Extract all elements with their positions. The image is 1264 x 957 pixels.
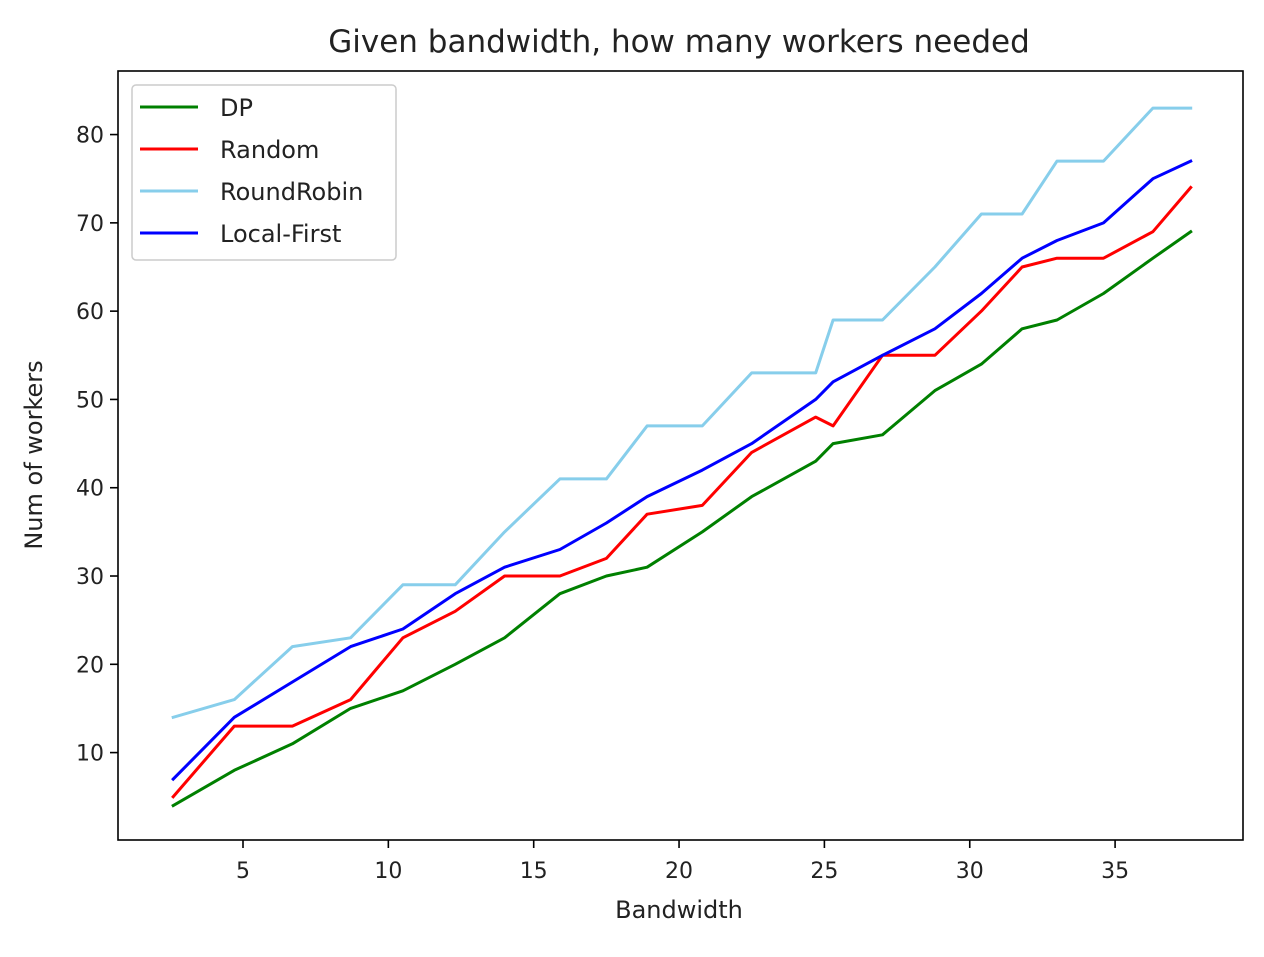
y-tick-label: 20 <box>76 653 104 678</box>
y-axis-label: Num of workers <box>20 360 48 549</box>
legend: DP Random RoundRobin Local-First <box>131 84 397 261</box>
x-tick-label: 10 <box>374 859 402 884</box>
series-line-roundrobin <box>171 106 1193 720</box>
y-tick-label: 30 <box>76 565 104 590</box>
y-tick-label: 60 <box>76 300 104 325</box>
legend-label-random: Random <box>220 136 319 164</box>
x-tick-label: 15 <box>520 859 548 884</box>
x-axis-ticks: 5 10 15 20 25 30 35 <box>236 840 1129 884</box>
y-tick-label: 40 <box>76 477 104 502</box>
x-tick-label: 5 <box>236 859 250 884</box>
legend-box <box>131 84 397 261</box>
chart-title: Given bandwidth, how many workers needed <box>328 24 1030 60</box>
series-line-dp <box>171 229 1193 808</box>
plot-lines <box>171 106 1193 808</box>
y-tick-label: 50 <box>76 388 104 413</box>
x-tick-label: 35 <box>1101 859 1129 884</box>
y-tick-label: 10 <box>76 742 104 767</box>
legend-label-roundrobin: RoundRobin <box>220 178 363 206</box>
plot-frame <box>117 70 1244 841</box>
legend-items: DP Random RoundRobin Local-First <box>140 94 363 248</box>
series-line-random <box>171 185 1193 799</box>
y-tick-label: 70 <box>76 212 104 237</box>
series-line-local-first <box>171 159 1193 782</box>
y-tick-label: 80 <box>76 124 104 149</box>
x-tick-label: 25 <box>810 859 838 884</box>
legend-label-local-first: Local-First <box>220 220 341 248</box>
y-axis-ticks: 10 20 30 40 50 60 70 80 <box>76 124 118 767</box>
legend-label-dp: DP <box>220 94 253 122</box>
x-tick-label: 30 <box>956 859 984 884</box>
x-tick-label: 20 <box>665 859 693 884</box>
x-axis-label: Bandwidth <box>615 896 743 924</box>
